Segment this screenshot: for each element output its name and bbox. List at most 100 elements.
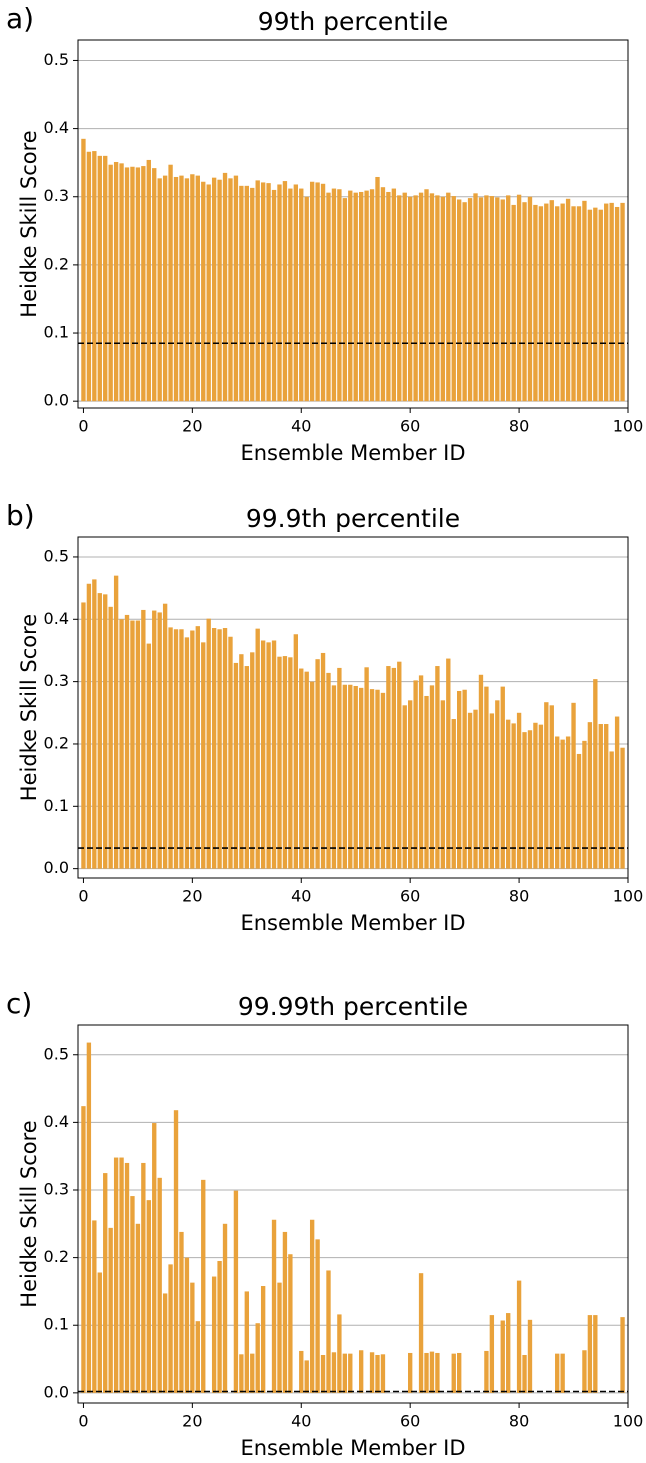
- bar: [337, 189, 342, 402]
- bar: [288, 1254, 293, 1393]
- bar: [320, 652, 326, 869]
- bar: [277, 184, 282, 402]
- bar: [108, 164, 113, 402]
- bar: [571, 702, 576, 869]
- x-tick-label: 100: [613, 1412, 644, 1431]
- panel-label: c): [6, 987, 32, 1020]
- bar: [146, 1200, 151, 1393]
- y-axis-label: Heidke Skill Score: [17, 614, 41, 801]
- bar: [364, 667, 369, 869]
- bar: [86, 151, 92, 402]
- bar: [293, 184, 298, 402]
- bar: [424, 1352, 429, 1393]
- bar: [315, 182, 320, 402]
- bar: [620, 747, 625, 869]
- bar: [506, 195, 511, 402]
- panel-label: a): [6, 2, 34, 35]
- bar: [587, 209, 593, 402]
- bar: [408, 196, 413, 402]
- bar: [533, 722, 538, 869]
- bar: [81, 602, 86, 869]
- bar: [478, 674, 484, 869]
- y-tick-label: 0.0: [44, 391, 69, 410]
- bar: [506, 719, 511, 869]
- bar: [130, 166, 135, 402]
- bar: [369, 1352, 375, 1393]
- plot-frame: [77, 536, 629, 879]
- bar: [565, 736, 571, 869]
- bar: [533, 204, 538, 402]
- bar: [413, 195, 418, 402]
- plot-frame: [77, 1024, 629, 1404]
- bar: [326, 1270, 331, 1393]
- bar: [179, 175, 184, 402]
- x-tick-label: 20: [182, 1412, 202, 1431]
- y-tick-label: 0.0: [44, 1382, 69, 1401]
- bar: [179, 1231, 184, 1393]
- bar: [92, 1220, 97, 1393]
- y-tick-label: 0.3: [44, 1179, 69, 1198]
- bar: [255, 628, 260, 869]
- bar: [315, 659, 320, 869]
- bar: [457, 1352, 462, 1393]
- x-tick-label: 40: [291, 887, 311, 906]
- bar: [282, 1231, 288, 1393]
- bar: [260, 1286, 266, 1393]
- bar: [424, 189, 429, 402]
- x-tick-label: 60: [400, 1412, 420, 1431]
- bar: [614, 716, 620, 869]
- bar: [549, 200, 554, 402]
- bar: [457, 199, 462, 402]
- bar: [467, 712, 473, 869]
- bar: [386, 666, 391, 869]
- bar: [451, 719, 456, 869]
- bar: [446, 658, 451, 869]
- bar: [506, 1313, 511, 1393]
- bar: [402, 705, 407, 869]
- bar: [440, 196, 446, 402]
- y-tick-label: 0.2: [44, 254, 69, 273]
- bar: [342, 1353, 348, 1393]
- bar: [206, 184, 211, 402]
- bar: [440, 700, 446, 869]
- bar: [560, 739, 565, 869]
- bar: [222, 628, 228, 869]
- bar: [162, 175, 168, 402]
- bar: [451, 196, 456, 402]
- bar: [549, 705, 554, 869]
- bar: [113, 1157, 119, 1393]
- bar: [397, 195, 402, 402]
- bar: [277, 1282, 282, 1393]
- bar: [152, 1123, 157, 1393]
- bar: [527, 196, 533, 402]
- bar: [173, 176, 179, 402]
- x-axis-label: Ensemble Member ID: [240, 441, 465, 465]
- bar: [113, 161, 119, 402]
- bar: [435, 195, 440, 402]
- bar: [130, 1196, 135, 1393]
- bar: [527, 1319, 533, 1393]
- bar: [217, 179, 222, 402]
- x-tick-label: 100: [613, 887, 644, 906]
- bar: [97, 593, 102, 869]
- bar: [358, 1350, 364, 1393]
- bar: [604, 203, 609, 402]
- bar: [157, 178, 162, 402]
- bar: [375, 689, 380, 869]
- y-tick-label: 0.4: [44, 1112, 69, 1131]
- x-axis-label: Ensemble Member ID: [240, 1436, 465, 1460]
- bar: [103, 594, 108, 869]
- x-tick-label: 100: [613, 417, 644, 436]
- bar: [299, 1350, 304, 1393]
- bar: [348, 1353, 353, 1393]
- y-tick-label: 0.5: [44, 546, 69, 565]
- bar: [266, 183, 271, 402]
- bar: [135, 1223, 141, 1393]
- bar: [375, 1354, 380, 1393]
- x-tick-label: 40: [291, 1412, 311, 1431]
- bar: [435, 666, 440, 869]
- chart-title: 99.9th percentile: [246, 504, 460, 533]
- bar: [271, 189, 277, 402]
- bar: [358, 687, 364, 869]
